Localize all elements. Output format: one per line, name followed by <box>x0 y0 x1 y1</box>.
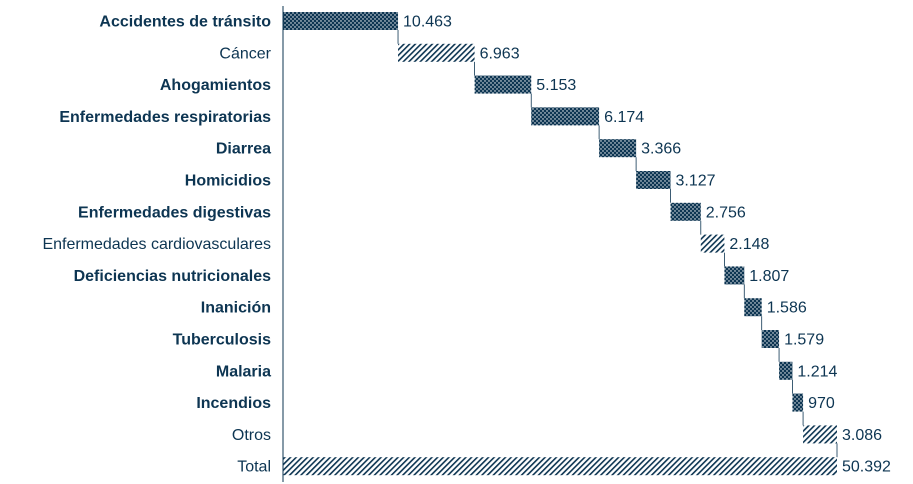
bar <box>670 202 701 221</box>
category-label: Otros <box>232 427 271 444</box>
category-label: Cáncer <box>219 45 271 62</box>
bar <box>779 361 793 380</box>
value-label: 3.086 <box>842 427 882 444</box>
category-label: Incendios <box>196 395 271 412</box>
value-label: 970 <box>808 395 835 412</box>
value-label: 3.366 <box>641 141 681 158</box>
bar <box>474 75 532 94</box>
category-label: Inanición <box>201 300 271 317</box>
value-label: 2.148 <box>729 236 769 253</box>
value-label: 2.756 <box>706 204 746 221</box>
category-label: Enfermedades cardiovasculares <box>42 236 271 253</box>
value-label: 5.153 <box>536 77 576 94</box>
value-label: 1.214 <box>797 363 837 380</box>
value-label: 1.586 <box>767 300 807 317</box>
bar <box>724 266 745 285</box>
value-label: 6.174 <box>604 109 644 126</box>
category-label: Total <box>237 459 271 476</box>
category-label: Tuberculosis <box>173 332 271 349</box>
category-label: Malaria <box>216 363 271 380</box>
category-label: Enfermedades respiratorias <box>59 109 271 126</box>
category-label: Diarrea <box>216 141 271 158</box>
category-label: Homicidios <box>185 173 271 190</box>
bar <box>398 43 475 62</box>
category-label: Deficiencias nutricionales <box>74 268 272 285</box>
value-label: 1.807 <box>749 268 789 285</box>
category-label: Accidentes de tránsito <box>99 14 271 31</box>
bars <box>283 12 837 476</box>
connector-lines <box>397 30 838 458</box>
bar <box>636 171 671 189</box>
value-label: 1.579 <box>784 332 824 349</box>
category-label: Ahogamientos <box>160 77 271 94</box>
value-label: 50.392 <box>842 459 891 476</box>
bar <box>283 12 399 30</box>
value-label: 3.127 <box>675 173 715 190</box>
value-labels: 10.463 6.963 5.153 6.174 3.366 3.127 2.756 2.14… <box>403 14 891 476</box>
category-label: Enfermedades digestivas <box>78 204 271 221</box>
bar <box>761 330 780 348</box>
category-labels: Accidentes de tránsito Cáncer Ahogamientos… <box>42 14 271 476</box>
value-label: 6.963 <box>480 45 520 62</box>
bar <box>792 393 804 412</box>
value-label: 10.463 <box>403 14 452 31</box>
bar <box>744 298 762 317</box>
bar <box>700 234 725 253</box>
bar <box>599 139 637 158</box>
bar <box>803 425 837 444</box>
bar <box>531 107 600 126</box>
bar <box>283 457 837 476</box>
